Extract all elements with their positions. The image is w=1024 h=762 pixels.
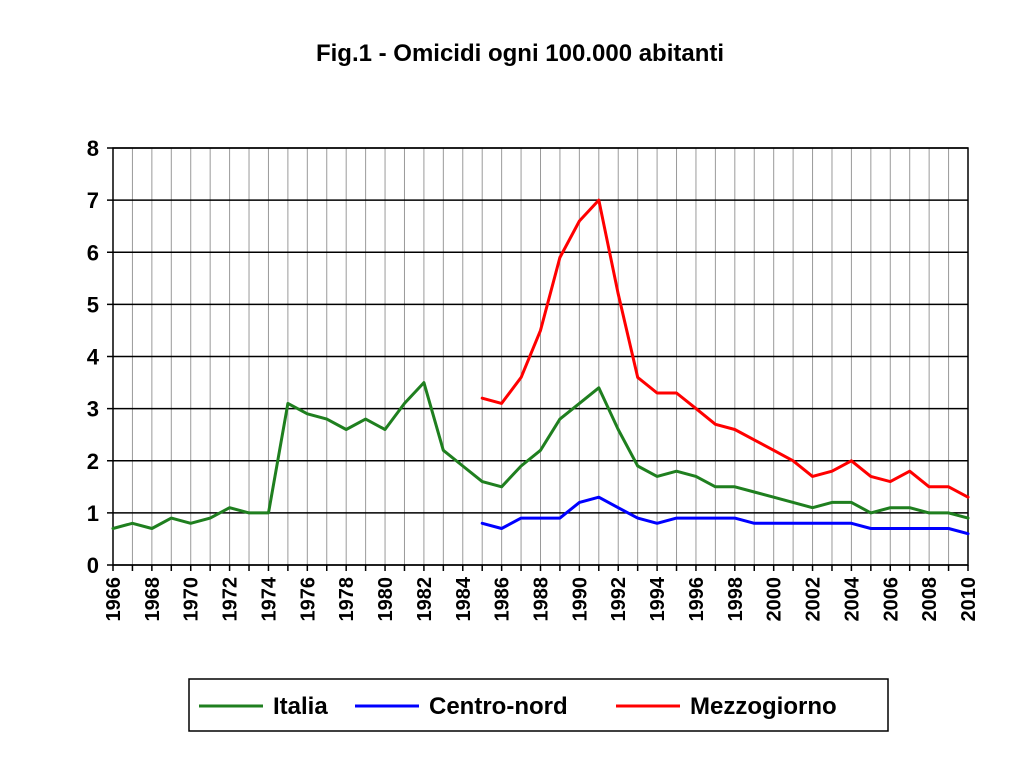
x-tick-label: 2002 [803,577,825,622]
x-tick-label: 1982 [414,577,436,622]
x-tick-label: 1966 [103,577,125,622]
y-tick-label: 5 [87,292,99,317]
x-tick-label: 1992 [608,577,630,622]
legend-label-mezzogiorno: Mezzogiorno [690,693,837,720]
x-tick-label: 1972 [220,577,242,622]
x-tick-label: 1986 [492,577,514,622]
series-lines [111,198,970,536]
y-tick-label: 1 [87,501,99,526]
x-tick-label: 1974 [258,576,280,621]
x-tick-label: 2006 [880,577,902,622]
axes [107,147,969,571]
x-tick-label: 1994 [647,576,669,621]
grid-lines [112,147,969,566]
x-tick-label: 1984 [453,576,475,621]
legend-label-italia: Italia [273,693,328,720]
x-tick-label: 1996 [686,577,708,622]
x-tick-label: 1978 [336,577,358,622]
legend-label-centro-nord: Centro-nord [429,693,568,720]
x-tick-label: 1998 [725,577,747,622]
x-tick-label: 1990 [569,577,591,622]
x-tick-label: 1980 [375,577,397,622]
x-tick-label: 2010 [958,577,980,622]
y-tick-label: 0 [87,553,99,578]
x-tick-label: 2008 [919,577,941,622]
y-tick-labels: 0 1 2 3 4 5 6 7 8 [87,136,100,578]
x-tick-label: 1968 [142,577,164,622]
y-tick-label: 3 [87,397,99,422]
series-line-italia [111,381,970,530]
legend: Italia Centro-nord Mezzogiorno [188,678,889,732]
series-line-mezzogiorno [480,198,970,499]
x-tick-label: 1988 [531,577,553,622]
chart-title: Fig.1 - Omicidi ogni 100.000 abitanti [315,40,725,67]
legend-box [188,678,889,732]
y-tick-label: 4 [87,345,100,370]
series-line-centro-nord [480,495,970,536]
y-tick-label: 2 [87,449,99,474]
y-tick-label: 7 [87,188,99,213]
x-tick-label: 1976 [297,577,319,622]
x-tick-label: 2000 [764,577,786,622]
y-tick-label: 8 [87,136,99,161]
x-tick-labels: 1966 1968 1970 1972 1974 1976 1978 1980 1982 1984… [103,576,980,621]
x-tick-label: 2004 [841,576,863,621]
y-tick-label: 6 [87,240,99,265]
x-tick-label: 1970 [181,577,203,622]
